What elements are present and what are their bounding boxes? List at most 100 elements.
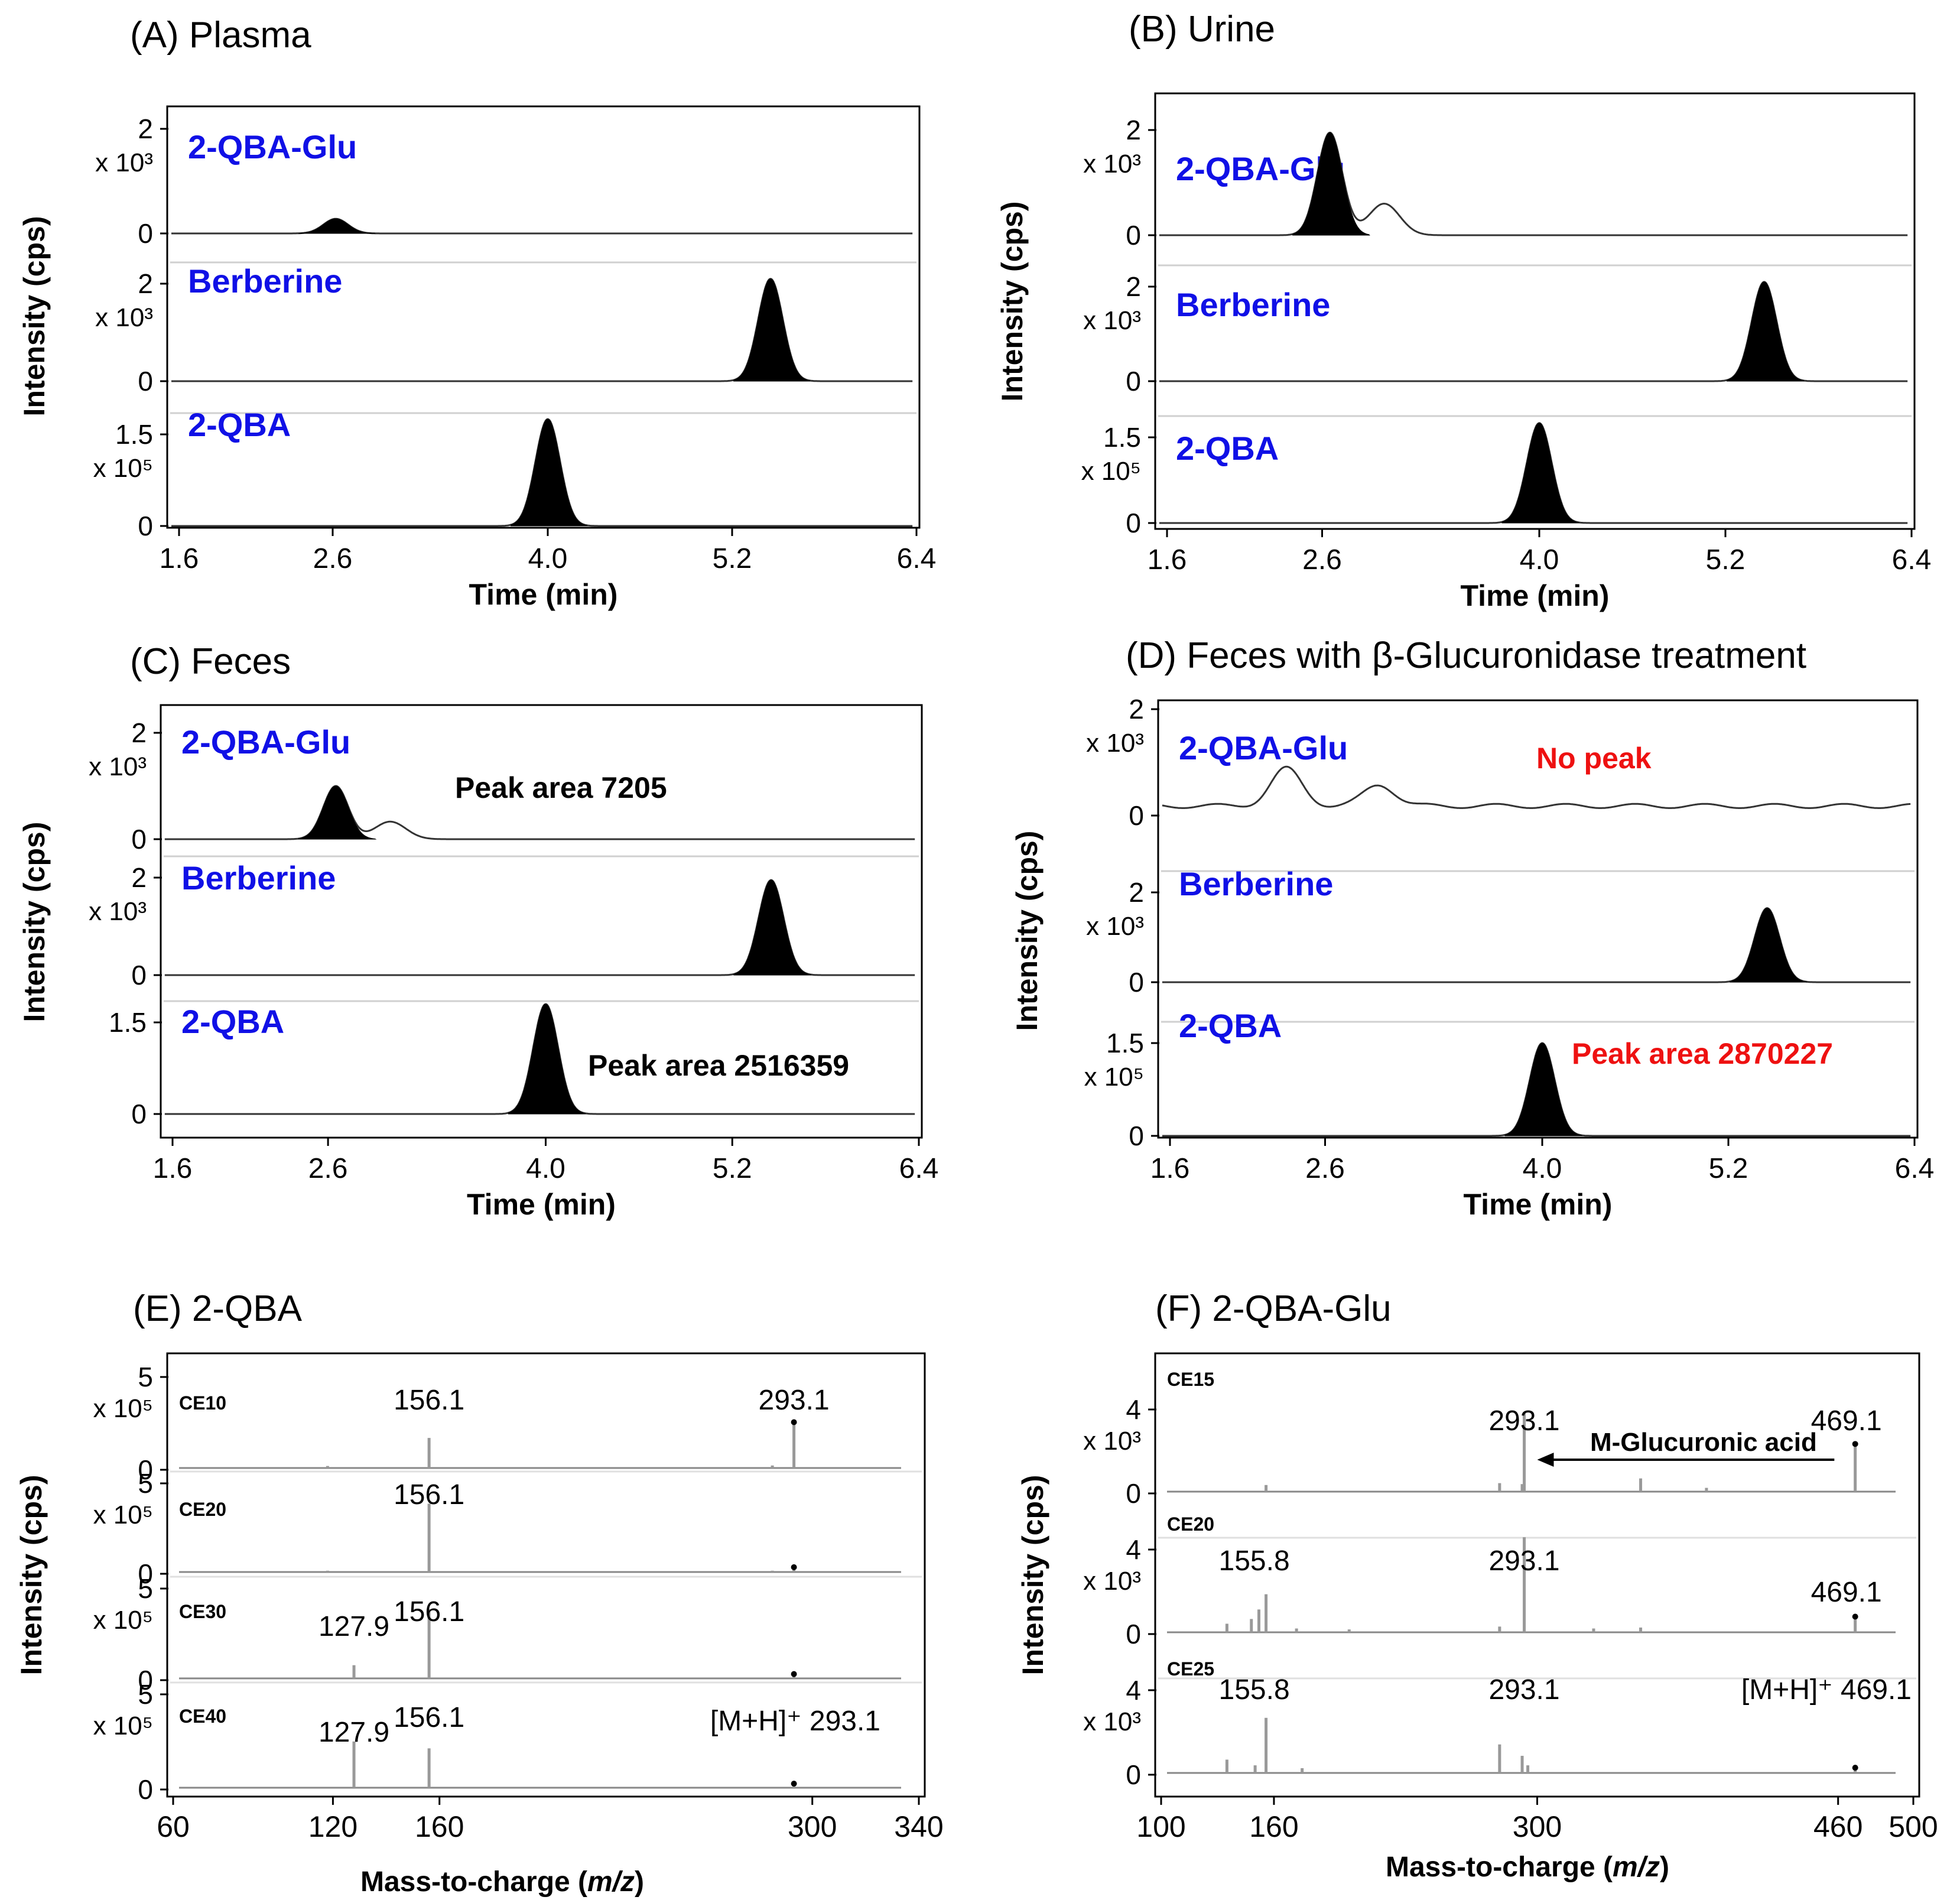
y-tick-label-zero: 0 bbox=[1129, 967, 1144, 998]
compound-label: 2-QBA-Glu bbox=[181, 723, 350, 761]
y-exponent-label: x 10⁵ bbox=[1084, 1063, 1144, 1092]
x-tick-label: 1.6 bbox=[1148, 544, 1187, 576]
x-tick-label: 6.4 bbox=[897, 543, 937, 574]
trace-2-qba: 0 1.5 2-QBA Peak area 2516359 bbox=[109, 1000, 919, 1129]
precursor-marker bbox=[1852, 1613, 1858, 1620]
y-exponent-label: x 10⁵ bbox=[93, 454, 153, 483]
y-tick-label-zero: 0 bbox=[1126, 1759, 1141, 1790]
x-tick-label: 4.0 bbox=[526, 1153, 565, 1184]
y-tick-label-zero: 0 bbox=[1129, 800, 1144, 831]
y-exponent-label: x 10³ bbox=[1083, 150, 1141, 178]
spectrum-ce40: 0 5x 10⁵ CE40 127.9 156.1 [M+H]⁺ 293.1 bbox=[93, 1679, 922, 1805]
precursor-marker bbox=[791, 1781, 797, 1787]
y-tick-label-max: 1.5 bbox=[1106, 1028, 1144, 1058]
chromatogram-peak bbox=[298, 785, 377, 840]
y-exponent-label: x 10⁵ bbox=[1081, 457, 1141, 486]
x-tick-label: 2.6 bbox=[313, 543, 353, 574]
panel-title: (D) Feces with β-Glucuronidase treatment bbox=[1126, 635, 1806, 676]
peak-mz-label: 155.8 bbox=[1219, 1674, 1290, 1706]
peak-annotation: Peak area 2516359 bbox=[588, 1049, 849, 1082]
trace-berberine: 0 2 x 10³ Berberine bbox=[1083, 264, 1912, 397]
plot-frame bbox=[166, 105, 921, 529]
spectrum-ce20: 0 5x 10⁵ CE20 156.1 bbox=[93, 1468, 922, 1589]
y-exponent-label: x 10⁵ bbox=[93, 1394, 153, 1423]
peak-mz-label: 156.1 bbox=[394, 1385, 464, 1416]
precursor-marker bbox=[791, 1564, 797, 1570]
compound-label: 2-QBA bbox=[1176, 430, 1279, 467]
y-exponent-label: x 10³ bbox=[89, 897, 147, 926]
x-tick-label: 100 bbox=[1136, 1810, 1185, 1843]
y-tick-label-zero: 0 bbox=[1126, 366, 1141, 397]
y-exponent-label: x 10⁵ bbox=[93, 1500, 153, 1529]
x-tick-label: 1.6 bbox=[153, 1153, 193, 1184]
y-exponent-label: x 10³ bbox=[1083, 306, 1141, 335]
x-axis-label: Time (min) bbox=[469, 578, 618, 611]
x-tick-label: 300 bbox=[788, 1810, 837, 1843]
x-tick-label: 160 bbox=[1249, 1810, 1298, 1843]
chromatogram-peak bbox=[1727, 281, 1805, 382]
x-tick-label: 4.0 bbox=[1520, 544, 1559, 576]
x-tick-label: 1.6 bbox=[160, 543, 199, 574]
panel-title: (B) Urine bbox=[1129, 9, 1275, 50]
plot-frame bbox=[1154, 92, 1916, 530]
y-exponent-label: x 10⁵ bbox=[93, 1711, 153, 1740]
y-tick-label-zero: 0 bbox=[1129, 1120, 1144, 1151]
panel-title: (F) 2-QBA-Glu bbox=[1155, 1288, 1392, 1329]
trace-2-qba-glu: 02x 10³ 2-QBA-Glu bbox=[1083, 115, 1908, 251]
x-axis-label: Time (min) bbox=[467, 1188, 616, 1221]
trace-2-qba: 0 1.5 x 10⁵ 2-QBA bbox=[93, 406, 916, 541]
trace-berberine: 0 2 x 10³ Berberine bbox=[95, 261, 916, 397]
x-tick-label: 6.4 bbox=[899, 1153, 939, 1184]
y-tick-label-max: 4 bbox=[1126, 1394, 1141, 1425]
collision-energy-label: CE20 bbox=[1167, 1513, 1214, 1535]
y-tick-label-max: 2 bbox=[1129, 877, 1144, 908]
y-tick-label-zero: 0 bbox=[1126, 508, 1141, 538]
y-tick-label-max: 2 bbox=[131, 717, 147, 748]
y-tick-label-max: 1.5 bbox=[115, 419, 153, 450]
y-tick-label-max: 5 bbox=[138, 1573, 153, 1604]
collision-energy-label: CE40 bbox=[179, 1706, 226, 1727]
y-axis-label: Intensity (cps) bbox=[18, 216, 51, 417]
compound-label: 2-QBA-Glu bbox=[188, 128, 357, 165]
trace-berberine: 0 2 x 10³ Berberine bbox=[1086, 865, 1915, 998]
chromatogram-peak bbox=[1292, 132, 1370, 236]
collision-energy-label: CE25 bbox=[1167, 1658, 1214, 1680]
spectrum-ce30: 0 5x 10⁵ CE30 127.9 156.1 bbox=[93, 1573, 922, 1696]
collision-energy-label: CE10 bbox=[179, 1392, 226, 1414]
compound-label: Berberine bbox=[1176, 286, 1330, 323]
x-tick-label: 500 bbox=[1889, 1810, 1938, 1843]
y-tick-label-max: 2 bbox=[1126, 115, 1141, 145]
peak-mz-label: 127.9 bbox=[318, 1717, 389, 1748]
x-tick-label: 5.2 bbox=[1709, 1153, 1748, 1184]
panel-title: (E) 2-QBA bbox=[133, 1288, 303, 1329]
peak-mz-label: 293.1 bbox=[1488, 1674, 1559, 1706]
y-exponent-label: x 10³ bbox=[1086, 912, 1144, 941]
y-tick-label-max: 4 bbox=[1126, 1534, 1141, 1565]
peak-mz-label: 293.1 bbox=[1488, 1405, 1559, 1437]
trace-line bbox=[171, 217, 913, 235]
precursor-marker bbox=[1852, 1765, 1858, 1771]
y-tick-label-max: 2 bbox=[1126, 271, 1141, 302]
x-tick-label: 6.4 bbox=[1892, 544, 1932, 576]
collision-energy-label: CE30 bbox=[179, 1601, 226, 1622]
y-tick-label-max: 2 bbox=[138, 113, 153, 144]
trace-2-qba-glu: 0 2 x 10³ 2-QBA-Glu Peak area 7205 bbox=[89, 717, 915, 855]
y-tick-label-zero: 0 bbox=[131, 1099, 147, 1129]
panel-title: (C) Feces bbox=[130, 641, 291, 682]
x-tick-label: 340 bbox=[894, 1810, 943, 1843]
trace-line bbox=[1162, 907, 1911, 983]
y-tick-label-zero: 0 bbox=[138, 1774, 153, 1805]
x-tick-label: 4.0 bbox=[528, 543, 568, 574]
chromatogram-peak bbox=[733, 879, 811, 976]
panel-d: (D) Feces with β-Glucuronidase treatment… bbox=[1010, 635, 1934, 1221]
x-tick-label: 2.6 bbox=[1302, 544, 1342, 576]
peak-mz-label: 127.9 bbox=[318, 1611, 389, 1642]
y-tick-label-zero: 0 bbox=[1126, 1619, 1141, 1649]
y-tick-label-zero: 0 bbox=[138, 218, 153, 249]
collision-energy-label: CE20 bbox=[179, 1499, 226, 1520]
peak-mz-label: 156.1 bbox=[394, 1596, 464, 1628]
